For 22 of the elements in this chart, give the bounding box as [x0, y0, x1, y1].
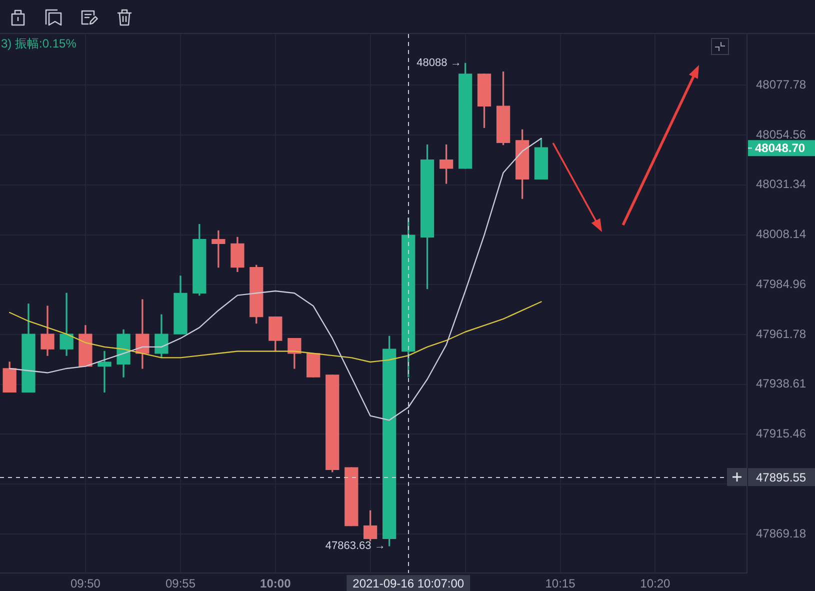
- ref-line-label: 2021-09-16 10:07:00: [352, 576, 464, 590]
- y-tick-label: 48077.78: [756, 77, 806, 92]
- candlestick: [212, 230, 226, 268]
- x-tick-label: 10:00: [260, 576, 292, 591]
- ref-line-label: 47895.55: [756, 470, 806, 484]
- y-tick-label: 47869.18: [756, 526, 806, 540]
- y-tick-label: 47915.46: [756, 426, 806, 441]
- y-tick-label: 47984.96: [756, 276, 806, 291]
- text: 48048.70: [755, 140, 806, 155]
- x-tick-label: 09:50: [70, 576, 101, 591]
- annotation: 47863.63 →: [325, 540, 386, 552]
- y-tick-label: 48008.14: [756, 227, 806, 242]
- y-tick-label: 48031.34: [756, 177, 806, 192]
- x-tick-label: 10:20: [640, 576, 671, 591]
- x-tick-label: 09:55: [165, 576, 196, 591]
- y-tick-label: 47938.61: [756, 376, 806, 391]
- annotation: 3) 振幅:0.15%: [1, 36, 77, 50]
- y-tick-label: 47961.78: [756, 326, 806, 341]
- y-tick-label: 48054.56: [756, 127, 806, 142]
- candlestick: [98, 350, 112, 392]
- x-tick-label: 10:15: [545, 576, 576, 591]
- annotation: 48088 →: [416, 57, 462, 70]
